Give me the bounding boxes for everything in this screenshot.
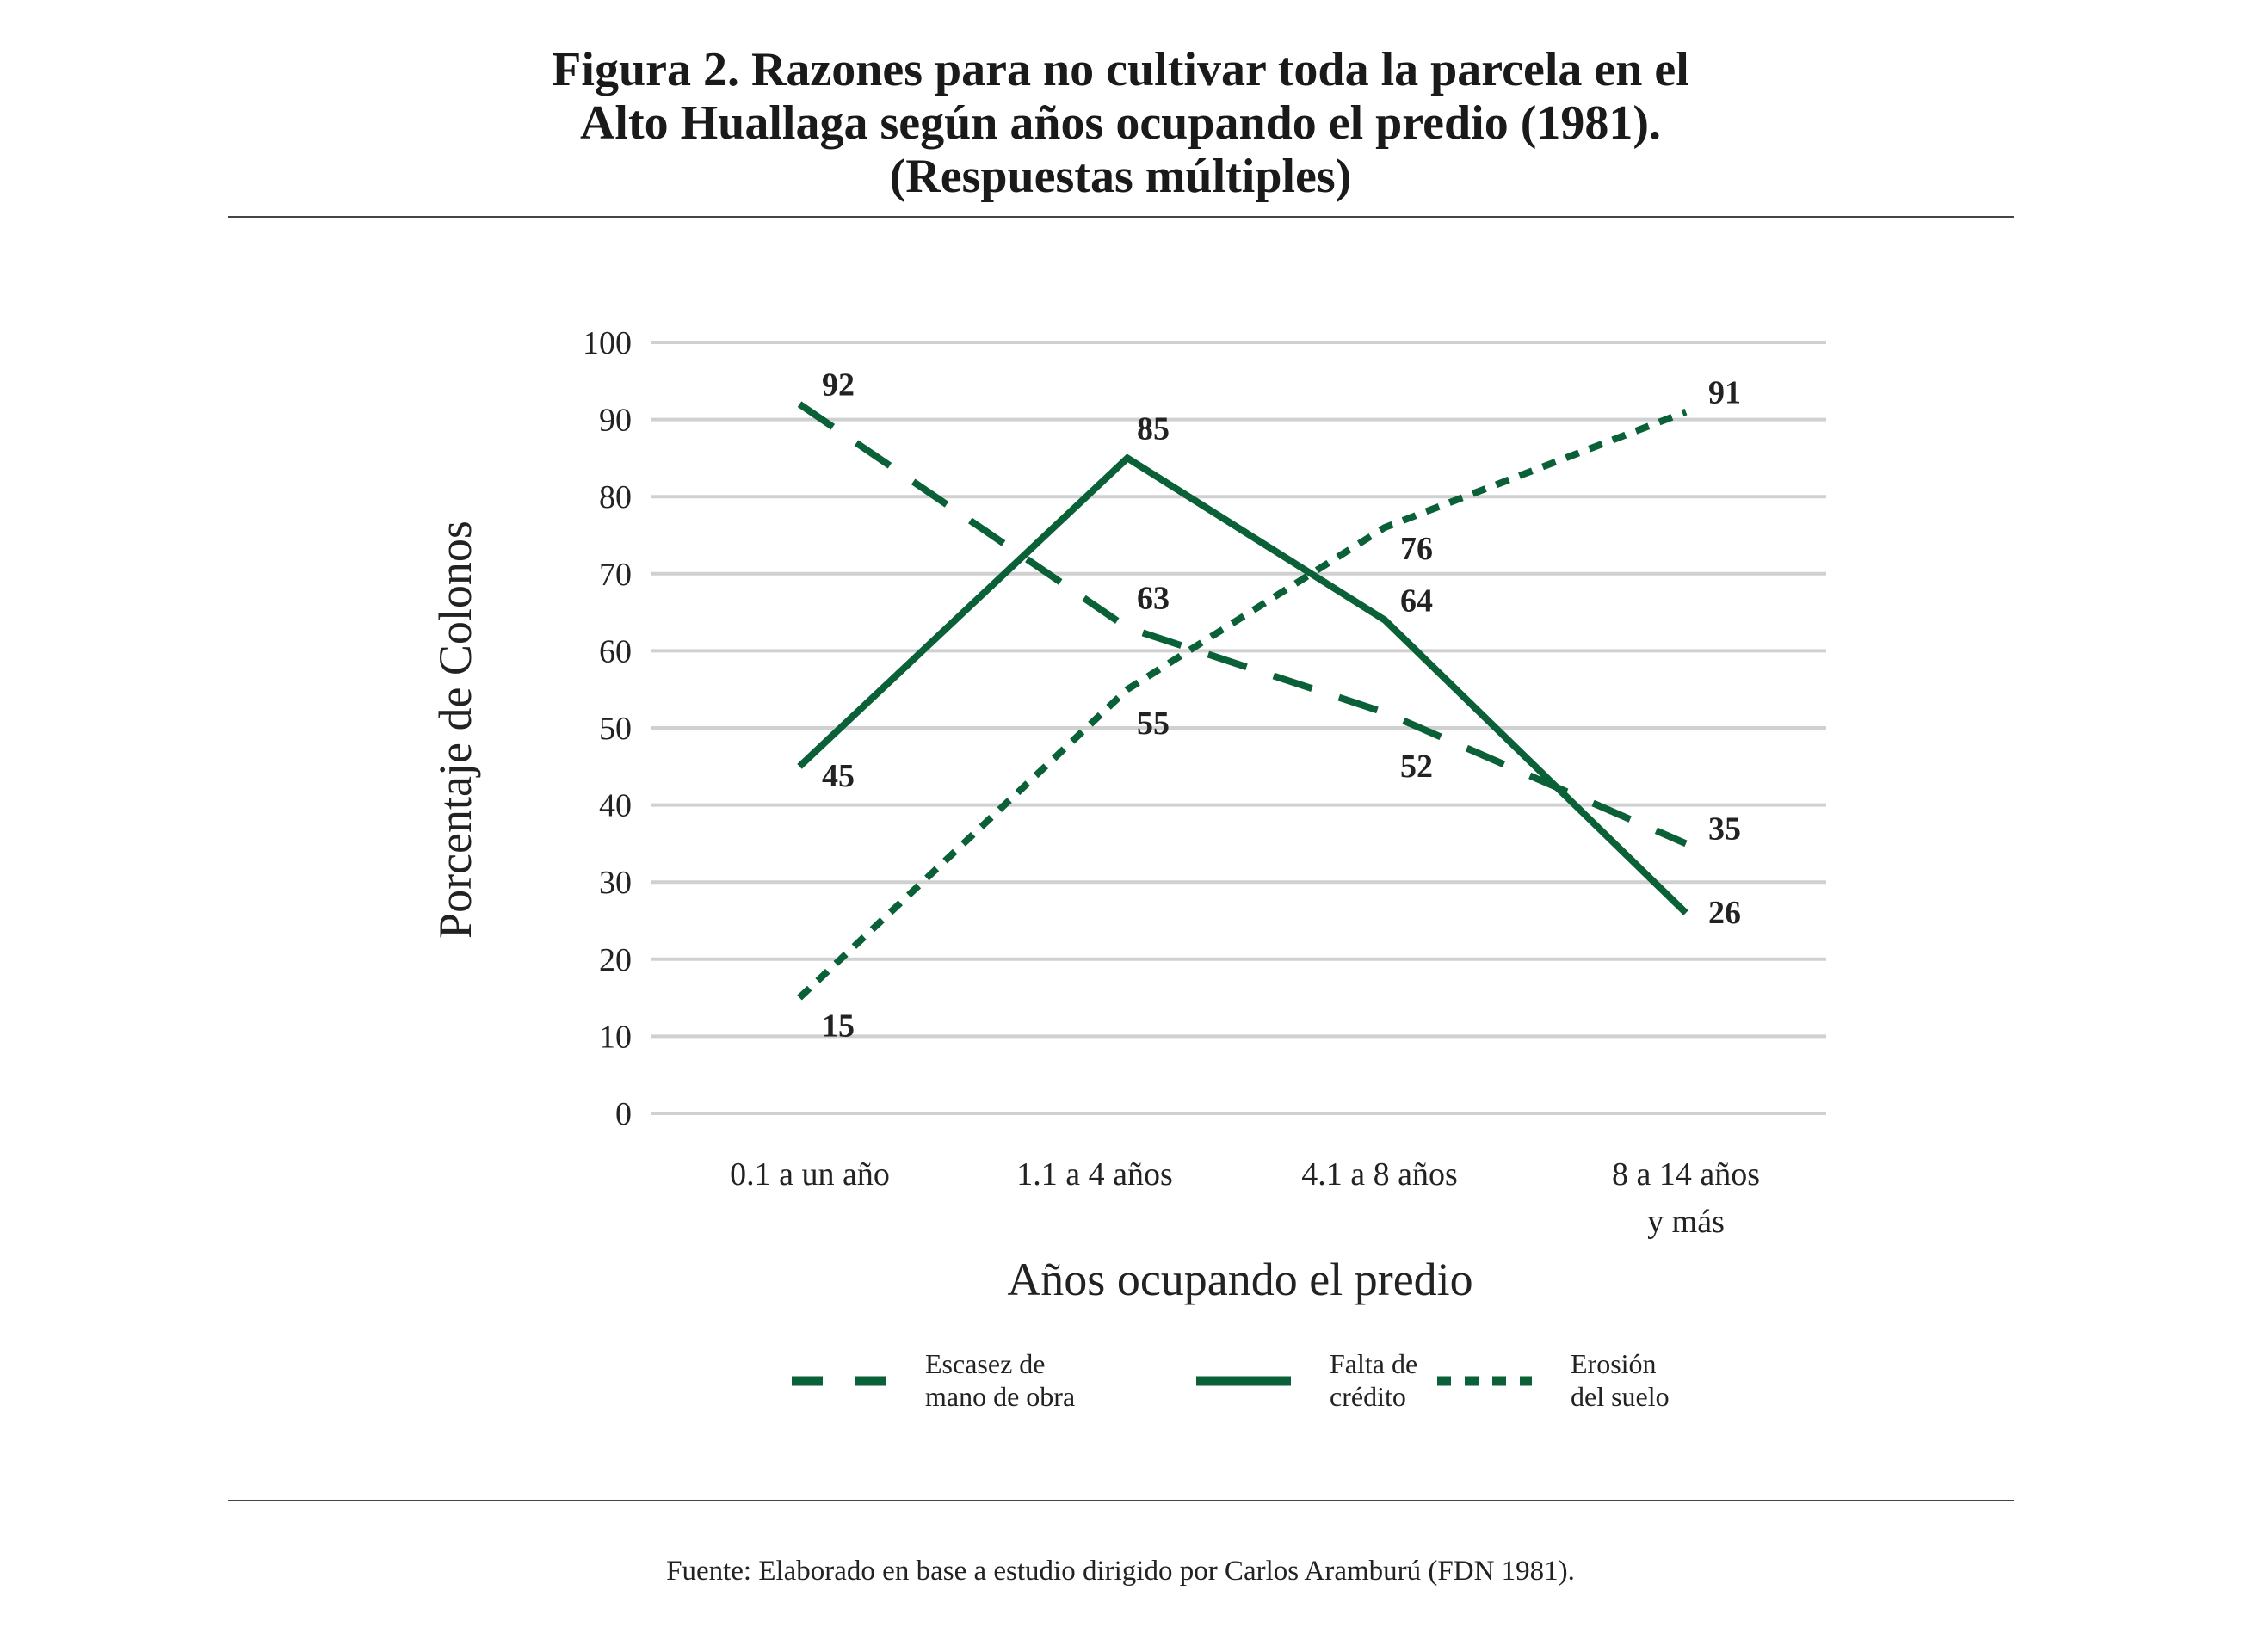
y-tick-label: 60: [599, 633, 632, 669]
x-tick-label: 1.1 a 4 años: [1016, 1156, 1173, 1193]
title-line: Figura 2. Razones para no cultivar toda …: [552, 43, 1689, 96]
y-tick-label: 100: [583, 325, 632, 361]
data-label: 92: [822, 367, 855, 404]
series-line-dashed: [797, 401, 1688, 848]
y-tick-label: 70: [599, 557, 632, 593]
data-label: 35: [1708, 811, 1741, 847]
x-axis-title: Años ocupando el predio: [1007, 1254, 1472, 1305]
top-rule: [228, 216, 2014, 218]
legend-label: Falta de: [1330, 1348, 1417, 1379]
y-tick-label: 90: [599, 403, 632, 439]
y-tick-label: 30: [599, 865, 632, 901]
data-label: 63: [1137, 581, 1170, 617]
data-label: 64: [1400, 583, 1433, 620]
data-label: 55: [1137, 706, 1170, 742]
legend-label: crédito: [1330, 1381, 1406, 1412]
data-label: 15: [822, 1008, 855, 1045]
chart-title: Figura 2. Razones para no cultivar toda …: [0, 43, 2241, 203]
y-tick-label: 80: [599, 479, 632, 515]
data-label: 52: [1400, 749, 1433, 785]
series-line-solid: [797, 453, 1688, 915]
x-tick-label: y más: [1647, 1204, 1725, 1240]
data-label: 76: [1400, 531, 1433, 567]
y-tick-label: 10: [599, 1019, 632, 1055]
y-tick-label: 20: [599, 942, 632, 978]
legend-label: Erosión: [1571, 1348, 1657, 1379]
x-tick-label: 4.1 a 8 años: [1301, 1156, 1458, 1193]
y-tick-label: 0: [615, 1096, 632, 1132]
legend-label: Escasez de: [925, 1348, 1045, 1379]
x-tick-label: 8 a 14 años: [1612, 1156, 1760, 1193]
y-tick-label: 50: [599, 711, 632, 747]
x-tick-label: 0.1 a un año: [730, 1156, 890, 1193]
y-axis-title: Porcentaje de Colonos: [429, 521, 481, 939]
source-note: Fuente: Elaborado en base a estudio diri…: [666, 1556, 1575, 1587]
title-line: Alto Huallaga según años ocupando el pre…: [579, 96, 1662, 150]
y-tick-label: 40: [599, 788, 632, 824]
legend-label: mano de obra: [925, 1381, 1075, 1412]
title-line: (Respuestas múltiples): [889, 150, 1352, 203]
data-label: 85: [1137, 410, 1170, 447]
data-label: 91: [1708, 375, 1741, 411]
bottom-rule: [228, 1500, 2014, 1501]
data-label: 26: [1708, 895, 1741, 931]
series-line-dotted: [797, 408, 1688, 1001]
data-label: 45: [822, 758, 855, 794]
legend-label: del suelo: [1571, 1381, 1670, 1412]
